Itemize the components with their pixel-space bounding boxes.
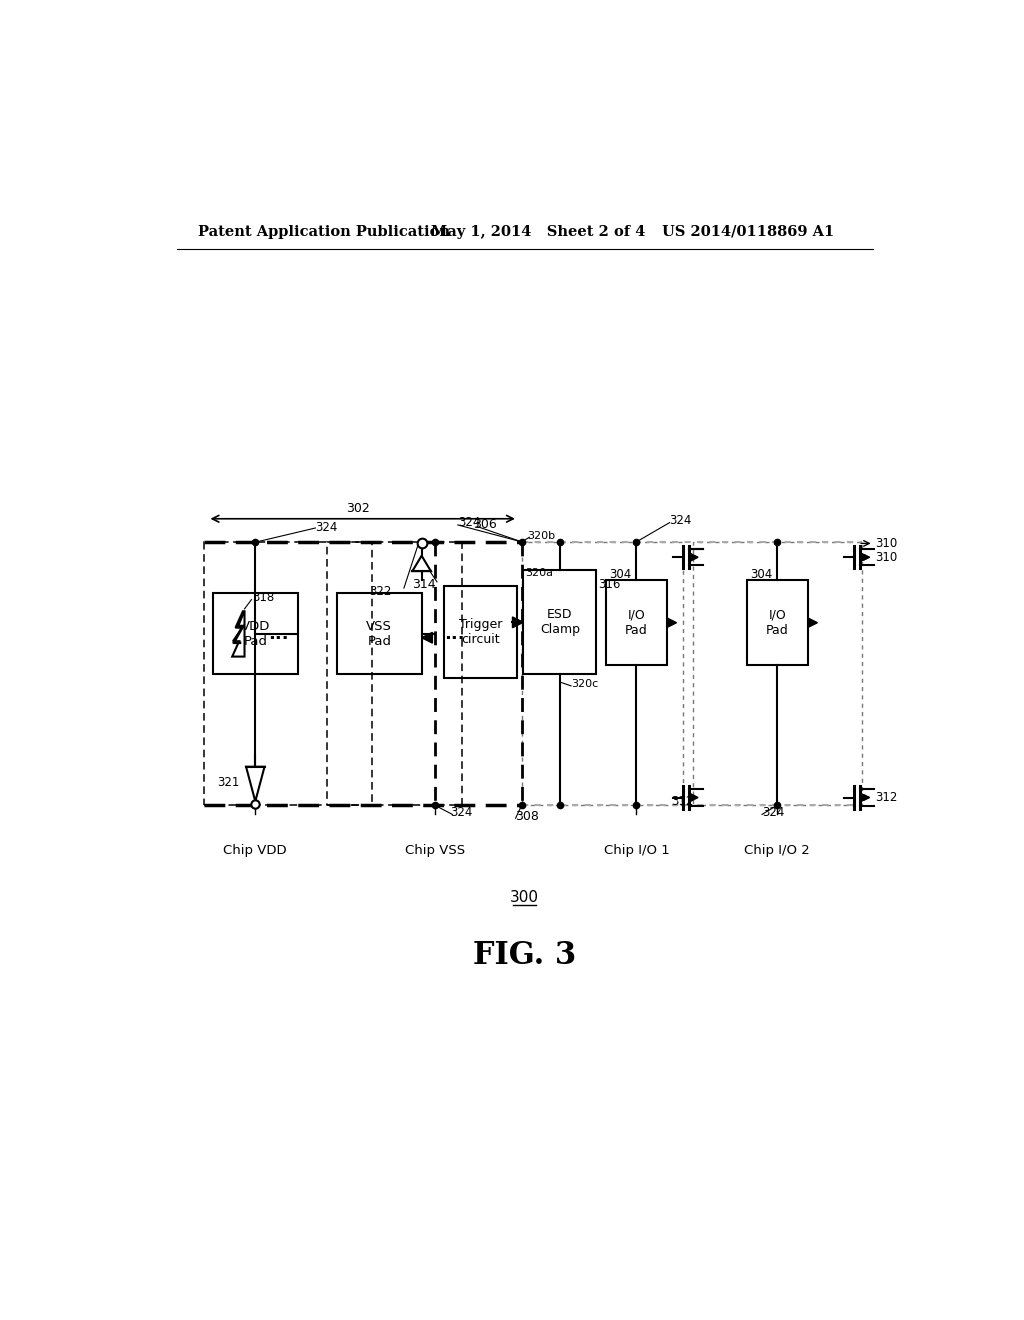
Text: I/O
Pad: I/O Pad: [766, 609, 788, 636]
Bar: [605, 581, 668, 665]
Polygon shape: [422, 632, 432, 643]
Text: 320a: 320a: [525, 568, 554, 578]
Text: 318: 318: [252, 591, 274, 603]
Text: I/O
Pad: I/O Pad: [625, 609, 648, 636]
Polygon shape: [512, 616, 523, 628]
Bar: [746, 581, 808, 665]
Bar: [444, 586, 517, 678]
Polygon shape: [690, 793, 698, 801]
Polygon shape: [861, 793, 869, 801]
Bar: [327, 543, 462, 805]
Polygon shape: [690, 553, 698, 561]
Text: 302: 302: [346, 502, 370, 515]
Polygon shape: [413, 556, 431, 572]
Text: 308: 308: [515, 810, 540, 824]
Text: Patent Application Publication: Patent Application Publication: [199, 224, 451, 239]
Text: 324: 324: [451, 807, 472, 820]
Bar: [204, 543, 372, 805]
Text: 316: 316: [598, 578, 621, 591]
Text: 300: 300: [510, 890, 540, 906]
Text: May 1, 2014   Sheet 2 of 4: May 1, 2014 Sheet 2 of 4: [431, 224, 645, 239]
Polygon shape: [668, 618, 677, 627]
Text: 314: 314: [412, 578, 435, 591]
Bar: [523, 570, 596, 675]
Text: 322: 322: [370, 585, 391, 598]
Text: 324: 324: [458, 516, 480, 529]
Text: Chip VDD: Chip VDD: [223, 843, 287, 857]
Text: Trigger
circuit: Trigger circuit: [459, 618, 502, 645]
Text: Chip I/O 1: Chip I/O 1: [603, 843, 670, 857]
Polygon shape: [808, 618, 817, 627]
Text: 324: 324: [762, 807, 784, 820]
Text: Chip VSS: Chip VSS: [404, 843, 465, 857]
Text: Chip I/O 2: Chip I/O 2: [744, 843, 810, 857]
Text: ...: ...: [268, 624, 289, 643]
Text: 306: 306: [473, 519, 497, 532]
Text: US 2014/0118869 A1: US 2014/0118869 A1: [662, 224, 835, 239]
Text: 310: 310: [876, 550, 897, 564]
Text: 324: 324: [315, 520, 338, 533]
Text: ESD
Clamp: ESD Clamp: [540, 609, 580, 636]
Text: 320b: 320b: [527, 531, 555, 541]
Text: 310: 310: [876, 537, 897, 550]
Text: 312: 312: [671, 795, 693, 808]
Polygon shape: [232, 610, 245, 656]
Text: 304: 304: [609, 568, 632, 581]
Text: VDD
Pad: VDD Pad: [241, 620, 270, 648]
Bar: [521, 543, 683, 805]
Bar: [692, 543, 862, 805]
Text: ...: ...: [443, 624, 464, 643]
Text: 312: 312: [876, 791, 897, 804]
Bar: [337, 594, 422, 675]
Text: VSS
Pad: VSS Pad: [367, 620, 392, 648]
Polygon shape: [861, 553, 869, 561]
Polygon shape: [246, 767, 264, 801]
Text: 324: 324: [670, 513, 692, 527]
Bar: [213, 594, 298, 675]
Text: FIG. 3: FIG. 3: [473, 940, 577, 970]
Text: 304: 304: [751, 568, 773, 581]
Text: 320c: 320c: [571, 678, 598, 689]
Text: 321: 321: [217, 776, 240, 788]
